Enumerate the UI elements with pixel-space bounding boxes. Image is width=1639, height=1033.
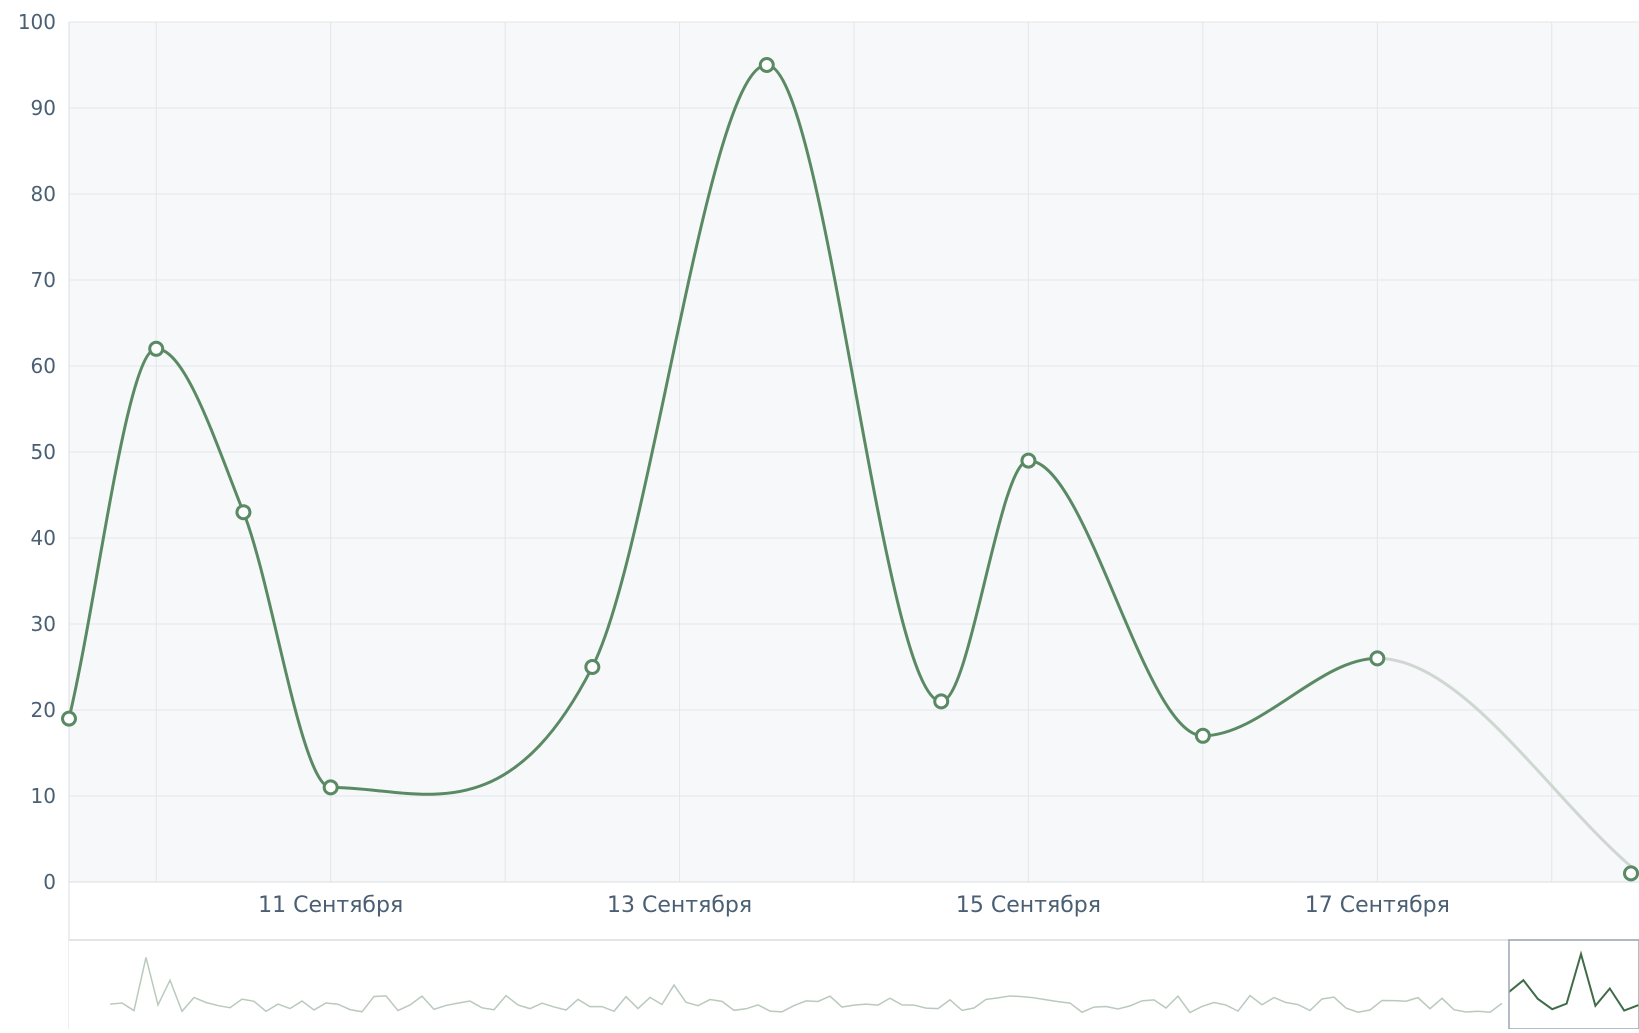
y-tick-label: 40 xyxy=(31,526,56,550)
data-markers xyxy=(61,57,1639,882)
data-point-marker[interactable] xyxy=(1369,650,1386,667)
y-tick-label: 70 xyxy=(31,268,56,292)
data-point-marker[interactable] xyxy=(1194,727,1211,744)
y-tick-label: 60 xyxy=(31,354,56,378)
data-point-marker[interactable] xyxy=(235,504,252,521)
x-tick-label: 11 Сентября xyxy=(258,893,403,918)
navigator-background xyxy=(69,940,1639,1029)
x-tick-label: 13 Сентября xyxy=(607,893,752,918)
y-tick-label: 0 xyxy=(43,870,56,894)
x-axis: 11 Сентября 13 Сентября 15 Сентября 17 Сент… xyxy=(258,893,1450,918)
y-tick-label: 30 xyxy=(31,612,56,636)
series-line-faded-segment xyxy=(1377,656,1639,875)
data-point-marker[interactable] xyxy=(1020,452,1037,469)
data-point-marker[interactable] xyxy=(61,710,77,727)
y-tick-label: 20 xyxy=(31,698,56,722)
y-tick-label: 80 xyxy=(31,182,56,206)
navigator-series xyxy=(109,950,1639,1014)
y-tick-label: 90 xyxy=(31,96,56,120)
y-tick-label: 10 xyxy=(31,784,56,808)
data-point-marker[interactable] xyxy=(758,57,775,73)
data-point-marker[interactable] xyxy=(584,659,601,675)
navigator[interactable] xyxy=(69,939,1639,1030)
x-tick-label: 15 Сентября xyxy=(956,893,1101,918)
data-point-marker[interactable] xyxy=(933,693,950,710)
data-point-marker[interactable] xyxy=(148,340,165,357)
y-axis: 0 10 20 30 40 50 60 70 80 90 100 xyxy=(18,10,56,894)
data-point-marker[interactable] xyxy=(322,779,339,796)
navigator-selected-series-line xyxy=(1508,950,1639,1012)
y-tick-label: 100 xyxy=(18,10,56,34)
navigator-series-line xyxy=(109,957,1503,1014)
data-point-marker[interactable] xyxy=(1623,865,1639,882)
y-tick-label: 50 xyxy=(31,440,56,464)
series-line-group xyxy=(67,63,1639,875)
grid-lines xyxy=(69,21,1639,883)
x-tick-label: 17 Сентября xyxy=(1305,893,1450,918)
series-line xyxy=(67,63,1378,796)
